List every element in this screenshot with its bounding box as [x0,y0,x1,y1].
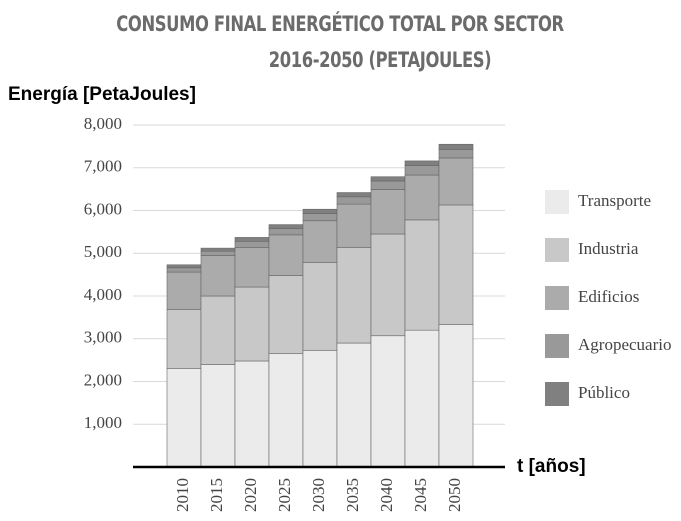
legend-label: Transporte [578,191,651,210]
bar-segment [234,240,270,248]
y-tick-label: 2,000 [84,370,122,389]
bar-segment [302,208,338,214]
bar-segment [268,275,304,355]
bar-segment [302,262,338,351]
chart-subtitle: 2016-2050 (PETAJOULES) [269,49,492,72]
x-tick-label: 2020 [241,478,260,512]
y-axis-label: Energía [PetaJoules] [8,84,196,105]
x-tick-label: 2010 [173,478,192,512]
x-axis-label: t [años] [517,456,586,477]
legend-label: Edificios [578,287,639,306]
bar-segment [370,180,406,190]
bar-segment [234,286,270,362]
bar-segment [166,368,202,468]
bar-segment [370,335,406,468]
y-tick-label: 5,000 [84,242,122,261]
legend-swatch [545,286,569,310]
bar-segment [166,264,202,269]
bar-segment [268,228,304,236]
bar-segment [438,324,474,468]
x-tick-label: 2050 [445,478,464,512]
bar-segment [302,220,338,263]
bar-segment [404,160,440,166]
bar-segment [336,247,372,344]
bar-segment [404,165,440,176]
x-tick-label: 2015 [207,478,226,512]
bar-segment [404,329,440,468]
bar-segment [336,196,372,205]
bar-segment [234,237,270,242]
bar-segment [404,174,440,221]
bar-segment [438,157,474,206]
bar-segment [200,255,236,297]
bar-segment [268,234,304,276]
x-tick-label: 2025 [275,478,294,512]
bar-segment [166,271,202,310]
bar-segment [336,192,372,198]
bar-segment [166,309,202,369]
bar-segment [268,224,304,229]
bar-segment [268,353,304,468]
bar-segment [336,342,372,468]
x-tick-label: 2035 [343,478,362,512]
bar-segment [370,189,406,235]
y-tick-label: 3,000 [84,328,122,347]
legend-swatch [545,382,569,406]
bar-segment [336,203,372,248]
legend-swatch [545,238,569,262]
x-tick-label: 2030 [309,478,328,512]
y-tick-label: 7,000 [84,157,122,176]
x-tick-label: 2045 [411,478,430,512]
bar-segment [200,295,236,365]
legend-swatch [545,190,569,214]
chart-title: CONSUMO FINAL ENERGÉTICO TOTAL POR SECTO… [116,11,564,37]
bar-segment [404,219,440,331]
legend-label: Público [578,383,630,402]
bar-segment [234,247,270,288]
x-tick-label: 2040 [377,478,396,512]
bar-segment [200,364,236,468]
bar-segment [234,360,270,468]
bar-segment [302,213,338,222]
bar-segment [438,143,474,150]
bar-segment [438,149,474,159]
y-tick-label: 6,000 [84,199,122,218]
legend-label: Industria [578,239,639,258]
bar-segment [200,250,236,256]
bar-segment [438,204,474,325]
bar-segment [302,349,338,468]
bar-segment [166,267,202,273]
y-tick-label: 4,000 [84,285,122,304]
y-tick-label: 8,000 [84,114,122,133]
bar-segment [200,247,236,252]
bar-segment [370,176,406,182]
legend-label: Agropecuario [578,335,671,354]
y-tick-label: 1,000 [84,413,122,432]
bar-segment [370,233,406,337]
legend-swatch [545,334,569,358]
